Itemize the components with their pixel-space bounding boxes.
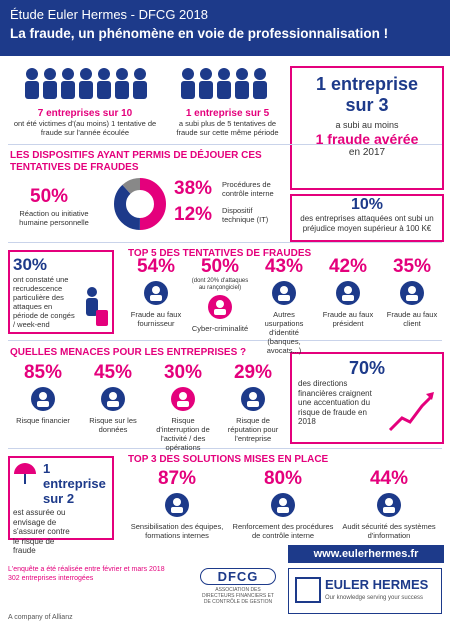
icon <box>101 387 125 411</box>
separator <box>8 448 442 449</box>
highlight-line: en 2017 <box>348 146 386 158</box>
icon <box>272 281 296 305</box>
dfcg-caption: ASSOCIATION DES DIRECTEURS FINANCIERS ET… <box>202 587 274 605</box>
accentuation-value: 70% <box>348 358 386 378</box>
separator <box>8 340 442 341</box>
pct-label: Réaction ou initiative humaine personnel… <box>19 209 89 227</box>
assurance-text: est assurée ou envisage de s'assurer con… <box>13 508 70 556</box>
pct-note: (dont 20% d'attaques au rançongiciel) <box>191 278 249 292</box>
stat-value: 1 entreprise sur 5 <box>185 108 270 119</box>
accentuation-text: des directions financières craignent une… <box>298 379 372 427</box>
pct-label: Renforcement des procédures de contrôle … <box>232 522 334 540</box>
survey-note: L'enquête a été réalisée entre février e… <box>8 566 165 573</box>
icon <box>271 493 295 517</box>
highlight-line: 1 fraude avérée <box>315 130 419 147</box>
icon <box>377 493 401 517</box>
dfcg-logo: DFCG ASSOCIATION DES DIRECTEURS FINANCIE… <box>200 568 276 605</box>
pct-label: Fraude au faux président <box>322 310 374 328</box>
pct-label: Sensibilisation des équipes, formations … <box>130 522 224 540</box>
pct: 87% <box>157 468 197 489</box>
donut <box>114 178 166 230</box>
pct: 30% <box>163 362 203 383</box>
pct: 85% <box>23 362 63 383</box>
icon <box>144 281 168 305</box>
pct: 35% <box>392 256 432 277</box>
prejudice-value: 10% <box>350 196 384 213</box>
title: Étude Euler Hermes - DFCG 2018 <box>10 7 208 22</box>
icon <box>336 281 360 305</box>
separator <box>8 144 442 145</box>
pct-label: Audit sécurité des systèmes d'informatio… <box>342 522 436 540</box>
eh-logo: EULER HERMES Our knowledge serving your … <box>288 568 442 614</box>
pct-label: Autres usurpations d'identité (banques, … <box>264 310 304 355</box>
umbrella-icon <box>14 463 36 484</box>
separator <box>8 242 442 243</box>
conges-value: 30% <box>13 255 48 274</box>
accentuation-box: 70% des directions financières craignent… <box>290 352 444 444</box>
donut-segment <box>114 178 166 230</box>
highlight-line: sur 3 <box>345 95 389 115</box>
pct-label: Procédures de contrôle interne <box>222 180 274 198</box>
pct-label: Dispositif technique (IT) <box>222 206 269 224</box>
pct-label: Risque de réputation pour l'entreprise <box>227 416 279 443</box>
donut-segment <box>114 178 166 230</box>
eh-mark <box>295 577 321 603</box>
allianz-note: A company of Allianz <box>8 614 73 621</box>
survey-note: 302 entreprises interrogées <box>8 575 94 582</box>
assurance-value: 1 entreprise sur 2 <box>43 461 106 506</box>
stat-text: a subi plus de 5 tentatives de fraude su… <box>176 119 279 137</box>
stat: 7 entreprises sur 10 ont été victimes d'… <box>10 108 160 137</box>
eh-name: EULER HERMES <box>325 577 429 592</box>
pct-label: Risque financier <box>16 416 70 425</box>
pct: 50% <box>30 186 69 207</box>
pct-label: Fraude au faux client <box>386 310 438 328</box>
icon <box>31 387 55 411</box>
pct: 44% <box>369 468 409 489</box>
eh-tagline: Our knowledge serving your success <box>325 595 424 601</box>
dfcg-name: DFCG <box>200 568 276 585</box>
traveler-icon <box>86 287 108 326</box>
prejudice-text: des entreprises attaquées ont subi un pr… <box>300 214 434 233</box>
prejudice-box: 10% des entreprises attaquées ont subi u… <box>290 194 444 242</box>
icon <box>241 387 265 411</box>
highlight-box: 1 entreprise sur 3 a subi au moins 1 fra… <box>290 66 444 190</box>
highlight-line: 1 entreprise <box>315 74 419 94</box>
conges-box: 30% ont constaté une recrudescence parti… <box>8 250 114 334</box>
trend-icon <box>388 392 434 432</box>
url-bar: www.eulerhermes.fr <box>288 545 444 563</box>
pct: 38% <box>174 178 213 199</box>
stat-text: ont été victimes d'(au moins) 1 tentativ… <box>13 119 157 137</box>
icon <box>171 387 195 411</box>
pct-label: Risque sur les données <box>89 416 137 434</box>
highlight-line: a subi au moins <box>335 120 399 130</box>
pct: 42% <box>328 256 368 277</box>
section-heading: TOP 5 DES TENTATIVES DE FRAUDES <box>128 248 312 259</box>
conges-text: ont constaté une recrudescence particuli… <box>13 275 75 329</box>
subtitle: La fraude, un phénomène en voie de profe… <box>10 26 389 41</box>
pct-label: Fraude au faux fournisseur <box>130 310 182 328</box>
section-heading: LES DISPOSITIFS AYANT PERMIS DE DÉJOUER … <box>10 150 262 173</box>
pct-label: Risque d'interruption de l'activité / de… <box>156 416 210 452</box>
pct: 12% <box>174 204 213 225</box>
stat-value: 7 entreprises sur 10 <box>37 108 133 119</box>
stat: 1 entreprise sur 5 a subi plus de 5 tent… <box>170 108 285 137</box>
section-heading: QUELLES MENACES POUR LES ENTREPRISES ? <box>10 347 247 358</box>
pct: 50% <box>200 256 240 277</box>
pct-label: Cyber-criminalité <box>191 324 249 333</box>
pct: 80% <box>263 468 303 489</box>
pct: 43% <box>264 256 304 277</box>
icon <box>208 295 232 319</box>
pct: 45% <box>93 362 133 383</box>
header: Étude Euler Hermes - DFCG 2018 La fraude… <box>0 0 450 56</box>
pct: 29% <box>233 362 273 383</box>
people-icons <box>25 68 267 99</box>
icon <box>400 281 424 305</box>
pct: 54% <box>136 256 176 277</box>
icon <box>165 493 189 517</box>
section-heading: TOP 3 DES SOLUTIONS MISES EN PLACE <box>128 454 329 465</box>
assurance-box: 1 entreprise sur 2 est assurée ou envisa… <box>8 456 114 555</box>
